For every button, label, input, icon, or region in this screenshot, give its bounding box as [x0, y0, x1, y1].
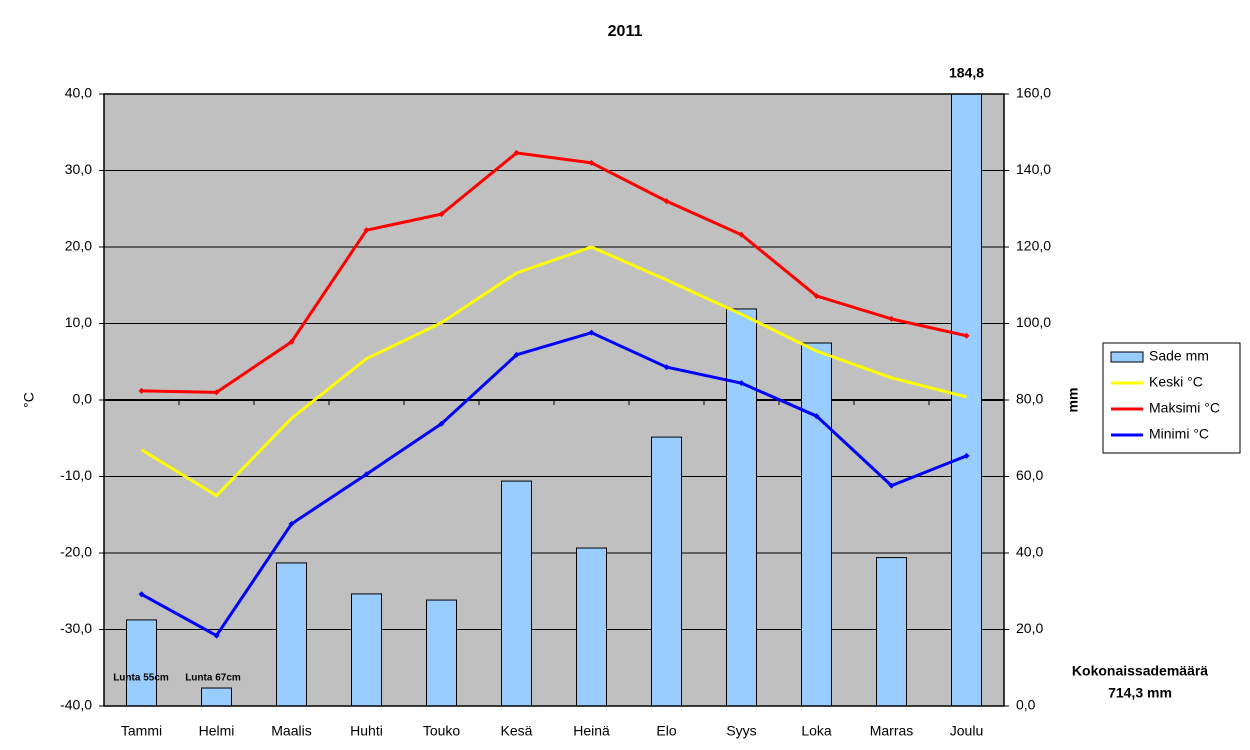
y2-tick-label: 100,0 — [1016, 314, 1051, 330]
line-marker — [888, 482, 895, 489]
annotation: Lunta 55cm — [113, 673, 169, 684]
line — [141, 151, 967, 394]
line-marker — [513, 351, 520, 358]
line-marker — [513, 149, 520, 156]
y-tick-label: -30,0 — [60, 620, 92, 636]
line-marker — [888, 315, 895, 322]
y-tick-label: -40,0 — [60, 697, 92, 713]
y2-tick-label: 60,0 — [1016, 467, 1043, 483]
line-marker — [663, 198, 670, 205]
line-marker — [738, 380, 745, 387]
bar — [876, 557, 907, 706]
line-marker — [438, 211, 445, 218]
line-marker — [963, 332, 970, 339]
y-tick-label: 10,0 — [65, 314, 92, 330]
y2-tick-label: 160,0 — [1016, 85, 1051, 101]
y-tick-label: 20,0 — [65, 238, 92, 254]
line-marker — [363, 471, 370, 478]
legend-label: Sade mm — [1149, 348, 1209, 364]
line-marker — [213, 632, 220, 639]
y2-axis-label: mm — [1065, 388, 1081, 413]
line-marker — [288, 520, 295, 527]
line-marker — [288, 338, 295, 345]
line-marker — [138, 387, 145, 394]
x-tick-label: Helmi — [199, 723, 235, 739]
y2-tick-label: 20,0 — [1016, 620, 1043, 636]
x-tick-label: Joulu — [950, 723, 983, 739]
y2-tick-label: 40,0 — [1016, 544, 1043, 560]
bar — [351, 593, 382, 706]
y-tick-label: 0,0 — [73, 391, 93, 407]
line-marker — [738, 231, 745, 238]
x-tick-label: Heinä — [573, 723, 610, 739]
y-tick-label: -10,0 — [60, 467, 92, 483]
y-tick-label: -20,0 — [60, 544, 92, 560]
annotation: 714,3 mm — [1108, 685, 1172, 701]
line-marker — [438, 420, 445, 427]
line-marker — [138, 591, 145, 598]
line-marker — [588, 329, 595, 336]
line-marker — [363, 227, 370, 234]
annotation: Kokonaissademäärä — [1072, 663, 1208, 679]
plot-border — [103, 93, 1005, 707]
line-marker — [663, 364, 670, 371]
x-tick-label: Tammi — [121, 723, 162, 739]
legend-swatch — [1110, 351, 1144, 363]
x-tick-label: Syys — [726, 723, 756, 739]
y2-tick-label: 80,0 — [1016, 391, 1043, 407]
bar — [651, 436, 682, 706]
bar — [276, 562, 307, 706]
line-marker — [963, 452, 970, 459]
data-label: 184,8 — [949, 65, 984, 81]
y-axis-label: °C — [21, 392, 37, 408]
chart-title: 2011 — [608, 23, 643, 40]
x-tick-label: Huhti — [350, 723, 383, 739]
annotation: Lunta 67cm — [185, 673, 241, 684]
line — [140, 331, 968, 638]
y-tick-label: 40,0 — [65, 85, 92, 101]
legend-label: Keski °C — [1149, 374, 1203, 390]
x-tick-label: Kesä — [501, 723, 533, 739]
bar — [951, 94, 982, 706]
line-marker — [813, 292, 820, 299]
bar — [201, 687, 232, 706]
x-tick-label: Elo — [656, 723, 676, 739]
y2-tick-label: 140,0 — [1016, 161, 1051, 177]
y2-tick-label: 120,0 — [1016, 238, 1051, 254]
line-marker — [213, 389, 220, 396]
bar — [126, 619, 157, 706]
legend-label: Maksimi °C — [1149, 400, 1220, 416]
bar — [726, 308, 757, 706]
line-marker — [588, 159, 595, 166]
plot-clip — [126, 94, 982, 706]
x-tick-label: Touko — [423, 723, 461, 739]
bar — [426, 599, 457, 706]
bar — [501, 480, 532, 706]
y-tick-label: 30,0 — [65, 161, 92, 177]
x-tick-label: Marras — [870, 723, 914, 739]
y2-tick-label: 0,0 — [1016, 697, 1036, 713]
x-tick-label: Maalis — [271, 723, 311, 739]
x-tick-label: Loka — [801, 723, 832, 739]
line-marker — [813, 413, 820, 420]
bar — [801, 342, 832, 706]
legend-label: Minimi °C — [1149, 426, 1209, 442]
bar — [576, 547, 607, 706]
line — [140, 245, 967, 498]
